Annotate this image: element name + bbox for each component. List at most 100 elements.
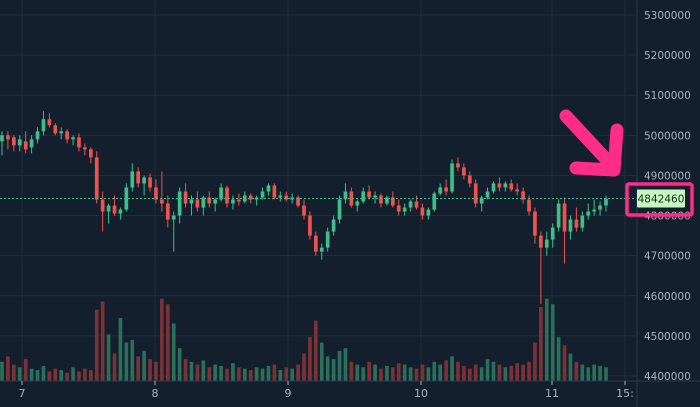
volume-bar — [65, 372, 69, 381]
candle-body — [0, 135, 4, 142]
y-tick-label: 4700000 — [644, 251, 691, 263]
volume-bar — [207, 367, 212, 381]
candle-body — [302, 205, 306, 216]
volume-bar — [390, 367, 395, 381]
candle-body — [213, 199, 218, 204]
candle-body — [278, 195, 283, 198]
volume-bar — [355, 364, 360, 381]
volume-bar — [94, 309, 99, 381]
candle-body — [142, 177, 146, 184]
candle-body — [136, 171, 141, 184]
volume-bar — [213, 364, 218, 381]
price-tag-background — [637, 189, 685, 208]
candle-body — [177, 191, 182, 216]
y-tick-label: 5000000 — [644, 130, 691, 142]
y-tick-label: 5100000 — [644, 90, 691, 102]
volume-bar — [473, 364, 478, 381]
volume-bar — [29, 368, 34, 381]
candle-body — [308, 215, 312, 236]
volume-bar — [219, 365, 223, 381]
candle-body — [88, 149, 93, 158]
candle-body — [456, 163, 460, 168]
candle-body — [65, 131, 69, 140]
volume-bar — [592, 364, 596, 381]
volume-bar — [83, 368, 87, 381]
volume-bar — [462, 365, 466, 381]
volume-bar — [574, 361, 579, 381]
volume-bar — [77, 371, 81, 381]
x-tick-label: 15: — [616, 387, 634, 400]
volume-bar — [59, 370, 64, 381]
candle-body — [574, 219, 579, 228]
candle-body — [544, 239, 549, 248]
x-tick-label: 10 — [414, 387, 428, 400]
x-tick-label: 9 — [285, 387, 292, 400]
volume-bar — [467, 368, 472, 381]
volume-bar — [503, 367, 508, 381]
time-axis: 7 8 9 10 11 15: — [19, 381, 634, 400]
candle-body — [592, 209, 596, 212]
volume-bar — [586, 367, 591, 381]
arrow-head-top — [607, 123, 624, 177]
x-tick-label: 8 — [152, 387, 159, 400]
arrow-shaft — [559, 109, 612, 165]
volume-bar — [314, 320, 318, 381]
volume-bar — [562, 345, 567, 381]
volume-bar — [568, 353, 573, 381]
candle-body — [266, 185, 271, 192]
candle-body — [527, 199, 531, 212]
volume-bar — [337, 350, 342, 381]
candle-body — [41, 119, 46, 132]
candle-body — [450, 163, 454, 192]
candle-body — [314, 235, 318, 252]
volume-bar — [225, 368, 229, 381]
candle-body — [586, 211, 591, 216]
candle-body — [165, 203, 170, 220]
candle-body — [189, 199, 194, 204]
volume-bar — [331, 359, 336, 381]
volume-bar — [142, 350, 146, 381]
volume-bar — [23, 359, 28, 381]
candle-body — [225, 187, 229, 204]
volume-bar — [456, 361, 460, 381]
candle-body — [130, 171, 135, 188]
volume-bar — [343, 348, 348, 381]
candle-body — [100, 199, 105, 212]
volume-bar — [189, 361, 194, 381]
volume-bar — [426, 367, 431, 381]
candle-body — [373, 195, 377, 198]
volume-bar — [396, 363, 401, 381]
volume-bar — [420, 364, 425, 381]
candle-body — [154, 187, 158, 200]
candle-body — [402, 207, 407, 212]
volume-bar — [373, 364, 377, 381]
volume-bar — [171, 323, 176, 381]
volume-bar — [319, 342, 324, 381]
candle-body — [171, 215, 176, 220]
arrow-head-bottom — [569, 161, 621, 177]
candle-body — [497, 183, 502, 188]
candle-body — [260, 191, 265, 198]
candle-body — [337, 199, 342, 220]
volume-bar — [325, 356, 330, 381]
candle-body — [231, 199, 235, 204]
candle-body — [479, 197, 484, 204]
volume-bar — [509, 365, 514, 381]
candle-body — [355, 201, 360, 206]
candle-body — [539, 235, 543, 248]
annotation-arrow-icon — [559, 109, 624, 177]
candle-body — [367, 191, 371, 198]
candle-body — [296, 197, 300, 206]
volume-bar — [136, 356, 141, 381]
volume-bar — [485, 359, 490, 381]
candle-body — [562, 203, 567, 232]
candle-body — [426, 209, 431, 216]
volume-bar — [6, 356, 10, 381]
volume-bar — [539, 306, 543, 381]
candle-body — [604, 198, 608, 206]
y-tick-label: 4400000 — [644, 371, 691, 383]
candle-body — [94, 157, 99, 200]
candle-body — [23, 141, 28, 150]
candle-body — [29, 139, 34, 148]
